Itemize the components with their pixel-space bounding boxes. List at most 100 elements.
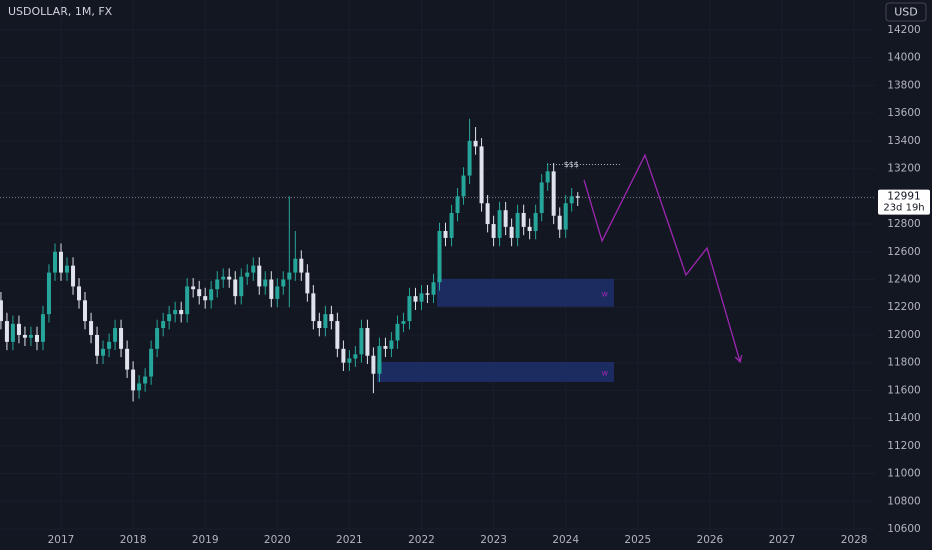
x-tick-label: 2027 <box>769 534 796 546</box>
candle-body <box>77 286 82 301</box>
candle-body <box>311 293 316 322</box>
y-tick-label: 11400 <box>887 412 920 424</box>
x-tick-label: 2018 <box>120 534 147 546</box>
candle-body <box>275 286 280 299</box>
candle-body <box>491 224 496 238</box>
candle-body <box>191 286 196 290</box>
candle-body <box>377 346 382 374</box>
x-tick-label: 2022 <box>408 534 435 546</box>
y-tick-label: 14200 <box>887 24 920 36</box>
candle-body <box>545 171 550 183</box>
candle-body <box>563 203 568 230</box>
candle-body <box>437 230 442 283</box>
candle-body <box>407 296 412 322</box>
candle-body <box>425 293 430 295</box>
y-tick-label: 13200 <box>887 163 920 175</box>
candle-body <box>467 140 472 176</box>
candle-body <box>40 314 45 342</box>
x-tick-label: 2024 <box>552 534 579 546</box>
candle-body <box>383 346 388 349</box>
x-tick-label: 2017 <box>48 534 75 546</box>
x-tick-label: 2028 <box>841 534 868 546</box>
candle-body <box>527 226 532 231</box>
candle-body <box>137 383 142 391</box>
candle-body <box>4 321 9 342</box>
x-tick-label: 2023 <box>480 534 507 546</box>
last-price-label: 12991 <box>887 191 920 203</box>
candle-body <box>485 203 490 225</box>
candle-body <box>257 265 262 287</box>
candle-body <box>329 314 334 322</box>
candle-body <box>245 272 250 277</box>
candle-body <box>113 328 118 342</box>
candle-body <box>179 309 184 315</box>
currency[interactable]: USD <box>894 6 918 19</box>
candle-body <box>503 210 508 227</box>
candle-body <box>161 321 166 329</box>
candle-body <box>449 212 454 238</box>
y-tick-label: 14000 <box>887 52 920 64</box>
candle-body <box>461 175 466 197</box>
candle-body <box>473 140 478 147</box>
candle-body <box>239 276 244 297</box>
candle-body <box>227 276 232 280</box>
candle-body <box>101 348 106 356</box>
x-tick-label: 2025 <box>624 534 651 546</box>
y-tick-label: 11200 <box>887 440 920 452</box>
candle-body <box>28 334 33 338</box>
candle-body <box>521 212 526 227</box>
candle-body <box>401 321 406 324</box>
candle-body <box>287 272 292 280</box>
currency-box[interactable] <box>885 2 927 22</box>
candle-body <box>0 300 3 322</box>
y-tick-label: 13600 <box>887 107 920 119</box>
candle-body <box>143 376 148 384</box>
x-tick-label: 2026 <box>697 534 724 546</box>
y-tick-label: 13400 <box>887 135 920 147</box>
zone-label: w <box>601 368 608 377</box>
candle-body <box>119 328 124 349</box>
x-tick-label: 2019 <box>192 534 219 546</box>
candle-body <box>341 348 346 363</box>
candle-body <box>251 265 256 273</box>
candle-body <box>281 279 286 287</box>
candle-body <box>365 328 370 356</box>
candle-body <box>34 334 39 342</box>
candle-body <box>323 314 328 329</box>
candle-body <box>509 226 514 238</box>
candle-body <box>431 282 436 295</box>
candle-body <box>479 146 484 204</box>
projection-line <box>583 153 741 363</box>
y-tick-label: 12000 <box>887 329 920 341</box>
candle-body <box>293 258 298 273</box>
y-tick-label: 12600 <box>887 246 920 258</box>
candle-body <box>131 369 136 391</box>
candle-body <box>353 354 358 359</box>
candle-body <box>46 272 51 315</box>
candle-body <box>455 196 460 213</box>
candle-body <box>167 314 172 322</box>
candle-body <box>347 358 352 363</box>
candle-body <box>317 321 322 329</box>
candle-body <box>16 323 21 335</box>
y-tick-label: 10800 <box>887 495 920 507</box>
candle-body <box>569 196 574 204</box>
candle-body <box>557 215 562 230</box>
candle-body <box>575 196 580 198</box>
candle-body <box>395 323 400 341</box>
zone <box>377 361 614 382</box>
candle-body <box>203 296 208 301</box>
candle-body <box>107 341 112 349</box>
level-label: $$$ <box>564 160 579 169</box>
candle-body <box>497 210 502 238</box>
candle-body <box>173 309 178 315</box>
candle-body <box>533 212 538 231</box>
candle-body <box>95 334 100 356</box>
y-tick-label: 11000 <box>887 468 920 480</box>
y-tick-label: 11800 <box>887 357 920 369</box>
projection-arrowhead <box>734 354 743 364</box>
candle-body <box>263 279 268 287</box>
candle-body <box>83 300 88 322</box>
candle-body <box>419 293 424 302</box>
